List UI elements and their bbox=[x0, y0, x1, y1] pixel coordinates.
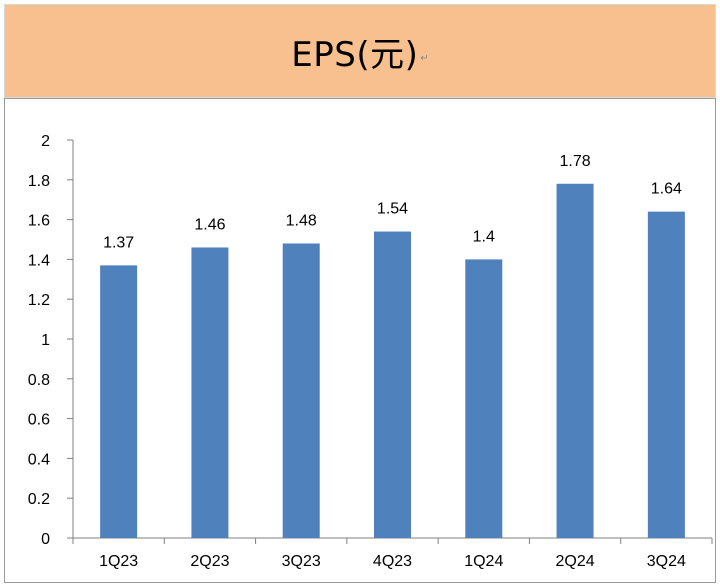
x-tick-label: 3Q23 bbox=[282, 553, 321, 570]
bar bbox=[556, 183, 594, 538]
y-tick-label: 2 bbox=[41, 133, 50, 150]
chart-title: EPS(元) bbox=[291, 34, 419, 75]
y-tick-label: 0.4 bbox=[28, 451, 50, 468]
x-tick-label: 3Q24 bbox=[647, 553, 686, 570]
bar bbox=[100, 265, 138, 538]
x-tick-label: 4Q23 bbox=[373, 553, 412, 570]
chart-header: EPS(元) ↵ bbox=[4, 4, 716, 98]
y-tick-label: 1.6 bbox=[28, 213, 50, 230]
bar bbox=[374, 231, 411, 539]
bar bbox=[191, 247, 229, 538]
data-label: 1.54 bbox=[377, 201, 408, 218]
y-tick-label: 1.4 bbox=[28, 252, 50, 269]
data-label: 1.48 bbox=[286, 212, 317, 229]
data-label: 1.46 bbox=[194, 216, 225, 233]
y-tick-label: 1.2 bbox=[28, 292, 50, 309]
y-tick-label: 0.6 bbox=[28, 412, 50, 429]
y-tick-label: 1.8 bbox=[28, 173, 50, 190]
x-tick-label: 2Q24 bbox=[556, 553, 595, 570]
data-label: 1.37 bbox=[103, 234, 134, 251]
data-label: 1.4 bbox=[473, 228, 495, 245]
bar bbox=[647, 211, 685, 538]
paragraph-mark-icon: ↵ bbox=[420, 52, 429, 64]
y-tick-label: 0.2 bbox=[28, 491, 50, 508]
x-tick-label: 2Q23 bbox=[190, 553, 229, 570]
y-tick-label: 0 bbox=[41, 531, 50, 548]
data-label: 1.64 bbox=[651, 181, 682, 198]
y-tick-label: 0.8 bbox=[28, 372, 50, 389]
y-tick-label: 1 bbox=[41, 332, 50, 349]
data-labels: 1.37 1.46 1.48 1.54 1.4 1.78 1.64 bbox=[103, 153, 682, 252]
x-tick-label: 1Q24 bbox=[464, 553, 503, 570]
x-tick-label: 1Q23 bbox=[99, 553, 138, 570]
data-label: 1.78 bbox=[560, 153, 591, 170]
bars bbox=[100, 183, 685, 539]
bar bbox=[282, 243, 320, 539]
bar bbox=[465, 259, 503, 538]
